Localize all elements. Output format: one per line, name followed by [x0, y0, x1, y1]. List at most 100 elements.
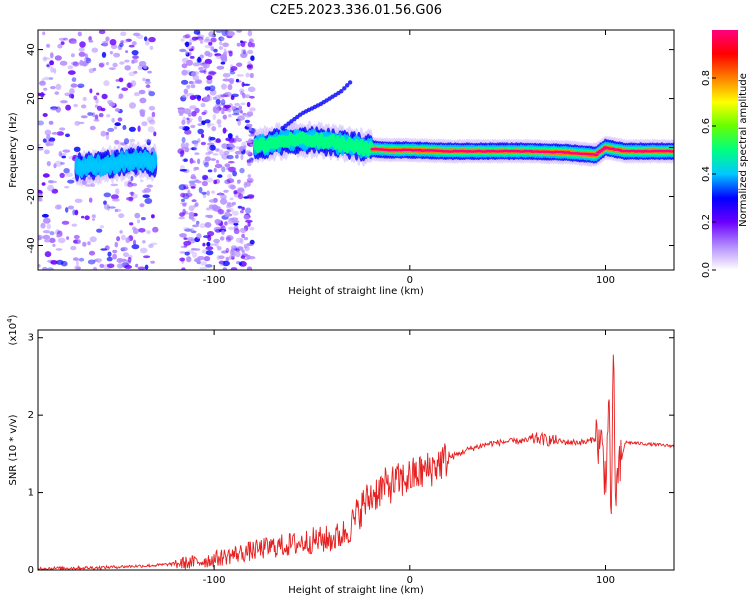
- heatmap-noise-blob: [182, 116, 186, 122]
- heatmap-noise-blob: [131, 183, 138, 187]
- heatmap-noise-blob: [215, 148, 220, 152]
- heatmap-noise-blob: [59, 60, 68, 66]
- heatmap-noise-blob: [89, 125, 96, 131]
- heatmap-noise-blob: [74, 265, 81, 270]
- heatmap-noise-blob: [142, 194, 150, 198]
- heatmap-noise-blob: [221, 260, 230, 267]
- heatmap-noise-blob: [44, 239, 51, 243]
- heatmap-noise-blob: [70, 245, 77, 251]
- heatmap-noise-blob: [110, 149, 114, 154]
- heatmap-noise-blob: [181, 57, 189, 64]
- heatmap-noise-blob: [71, 40, 77, 44]
- heatmap-noise-blob: [208, 41, 213, 46]
- heatmap-noise-blob: [217, 246, 222, 251]
- spectrogram-x-ticks: -100 0 100: [203, 30, 615, 286]
- heatmap-noise-blob: [82, 241, 87, 247]
- heatmap-noise-blob: [85, 184, 93, 187]
- colorbar-tick-label: 0.4: [701, 166, 712, 182]
- heatmap-noise-blob: [192, 224, 199, 228]
- heatmap-noise-blob: [60, 100, 68, 104]
- heatmap-noise-blob: [228, 114, 232, 118]
- heatmap-noise-blob: [213, 238, 221, 244]
- heatmap-noise-blob: [126, 82, 133, 89]
- heatmap-noise-blob: [92, 266, 98, 270]
- heatmap-noise-blob: [229, 79, 234, 85]
- heatmap-noise-blob: [151, 111, 156, 118]
- heatmap-noise-blob: [141, 121, 148, 127]
- heatmap-noise-blob: [235, 237, 243, 243]
- heatmap-noise-blob: [42, 31, 46, 36]
- heatmap-noise-blob: [142, 240, 146, 244]
- heatmap-noise-blob: [226, 154, 234, 160]
- heatmap-noise-blob: [198, 38, 204, 41]
- heatmap-noise-blob: [180, 95, 187, 102]
- heatmap-noise-blob: [181, 69, 188, 76]
- heatmap-noise-blob: [98, 113, 104, 118]
- heatmap-noise-blob: [42, 113, 48, 117]
- heatmap-noise-blob: [184, 33, 191, 39]
- heatmap-noise-blob: [48, 77, 54, 80]
- heatmap-noise-blob: [84, 215, 90, 220]
- heatmap-noise-blob: [219, 236, 225, 241]
- heatmap-noise-blob: [179, 251, 186, 254]
- heatmap-noise-blob: [181, 79, 189, 85]
- heatmap-noise-blob: [221, 109, 225, 115]
- heatmap-noise-blob: [113, 52, 121, 58]
- heatmap-noise-blob: [245, 150, 251, 156]
- heatmap-noise-blob: [196, 57, 202, 64]
- heatmap-noise-blob: [98, 30, 106, 35]
- heatmap-noise-blob: [201, 120, 206, 126]
- heatmap-noise-blob: [55, 248, 63, 251]
- heatmap-noise-blob: [201, 191, 207, 195]
- heatmap-noise-blob: [208, 199, 216, 203]
- heatmap-noise-blob: [222, 267, 227, 270]
- heatmap-noise-blob: [109, 39, 117, 46]
- heatmap-noise-blob: [189, 183, 197, 187]
- heatmap-noise-blob: [114, 241, 119, 248]
- y-tick-label: 3: [28, 333, 34, 344]
- heatmap-noise-blob: [40, 222, 46, 229]
- heatmap-noise-blob: [189, 105, 197, 110]
- heatmap-noise-blob: [203, 96, 210, 103]
- heatmap-noise-blob: [148, 119, 156, 125]
- y-tick-label: 1: [28, 488, 34, 499]
- heatmap-noise-blob: [43, 57, 51, 60]
- heatmap-noise-blob: [148, 243, 154, 248]
- heatmap-noise-blob: [79, 41, 86, 48]
- heatmap-noise-blob: [186, 59, 193, 66]
- heatmap-noise-blob: [245, 72, 250, 78]
- heatmap-noise-blob: [81, 179, 87, 186]
- heatmap-noise-blob: [225, 256, 230, 261]
- heatmap-noise-blob: [122, 39, 128, 44]
- heatmap-noise-blob: [70, 53, 75, 58]
- heatmap-noise-blob: [47, 139, 54, 142]
- heatmap-noise-blob: [211, 126, 217, 132]
- spectrogram-panel: -100 0 100 -40 -20 0 20 40 Height of straight …: [8, 29, 675, 297]
- heatmap-noise-blob: [247, 30, 253, 37]
- heatmap-noise-blob: [221, 30, 229, 37]
- y-tick-label: 0: [28, 565, 34, 576]
- heatmap-noise-blob: [110, 183, 119, 187]
- heatmap-noise-blob: [46, 161, 51, 167]
- heatmap-noise-blob: [42, 267, 48, 270]
- heatmap-noise-blob: [240, 255, 246, 259]
- heatmap-noise-blob: [230, 66, 238, 71]
- heatmap-noise-blob: [234, 102, 240, 107]
- heatmap-noise-blob: [85, 57, 92, 64]
- heatmap-noise-blob: [219, 41, 223, 46]
- heatmap-noise-blob: [234, 251, 241, 258]
- heatmap-noise-blob: [112, 249, 118, 254]
- heatmap-noise-blob: [220, 37, 225, 41]
- heatmap-noise-blob: [106, 263, 115, 269]
- heatmap-noise-blob: [46, 43, 51, 48]
- heatmap-noise-blob: [110, 194, 119, 200]
- heatmap-noise-blob: [81, 215, 85, 219]
- heatmap-noise-blob: [184, 146, 190, 153]
- heatmap-noise-blob: [227, 133, 233, 139]
- heatmap-noise-blob: [217, 124, 222, 128]
- heatmap-noise-blob: [146, 230, 151, 235]
- heatmap-noise-blob: [221, 56, 228, 63]
- heatmap-noise-blob: [213, 108, 220, 114]
- heatmap-noise-blob: [235, 80, 242, 83]
- heatmap-noise-blob: [41, 213, 49, 218]
